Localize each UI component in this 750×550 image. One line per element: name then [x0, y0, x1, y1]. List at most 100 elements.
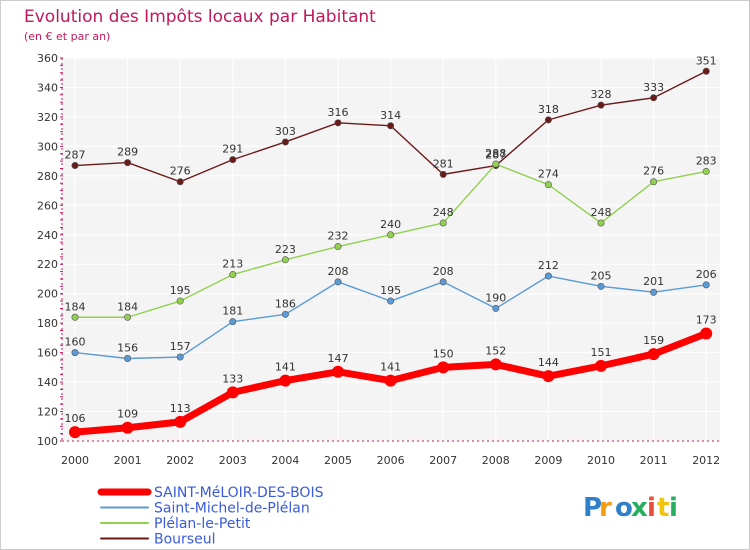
x-tick-label: 2008 — [482, 454, 510, 467]
legend-label: SAINT-MéLOIR-DES-BOIS — [154, 485, 324, 501]
y-tick-label: 160 — [37, 347, 58, 360]
data-label: 151 — [591, 346, 612, 359]
data-label: 213 — [222, 258, 243, 271]
logo-letter: x — [631, 493, 648, 523]
data-point — [387, 231, 395, 239]
data-point — [492, 304, 500, 312]
data-label: 141 — [275, 361, 296, 374]
data-point — [595, 359, 607, 372]
data-point — [439, 170, 447, 178]
data-label: 159 — [643, 334, 664, 347]
data-point — [229, 156, 237, 164]
x-tick-label: 2000 — [61, 454, 89, 467]
data-label: 314 — [380, 109, 401, 122]
legend-label: Plélan-le-Petit — [154, 516, 251, 532]
x-tick-label: 2003 — [219, 454, 247, 467]
x-tick-label: 2010 — [587, 454, 615, 467]
data-point — [387, 122, 395, 130]
y-tick-label: 180 — [37, 317, 58, 330]
data-label: 333 — [643, 81, 664, 94]
data-point — [437, 361, 450, 374]
data-label: 316 — [328, 106, 349, 119]
data-point — [71, 162, 79, 170]
data-label: 184 — [117, 300, 138, 313]
data-label: 147 — [328, 352, 349, 365]
y-tick-label: 240 — [37, 229, 58, 242]
data-label: 283 — [696, 154, 717, 167]
legend: SAINT-MéLOIR-DES-BOISSaint-Michel-de-Plé… — [97, 485, 324, 548]
data-label: 318 — [538, 103, 559, 116]
y-tick-label: 220 — [37, 258, 58, 271]
data-label: 186 — [275, 297, 296, 310]
data-point — [229, 318, 237, 326]
data-label: 206 — [696, 268, 717, 281]
data-point — [647, 348, 660, 361]
data-label: 232 — [328, 230, 349, 243]
chart-title: Evolution des Impôts locaux par Habitant — [24, 7, 376, 27]
x-tick-label: 2005 — [324, 454, 352, 467]
data-point — [597, 101, 605, 109]
data-label: 223 — [275, 243, 296, 256]
data-label: 133 — [222, 372, 243, 385]
data-label: 141 — [380, 361, 401, 374]
data-label: 208 — [328, 265, 349, 278]
data-point — [121, 421, 134, 434]
data-label: 288 — [485, 147, 506, 160]
y-tick-label: 140 — [37, 376, 58, 389]
data-label: 160 — [65, 336, 86, 349]
chart-subtitle: (en € et par an) — [24, 30, 110, 43]
data-label: 181 — [222, 305, 243, 318]
x-tick-label: 2011 — [640, 454, 668, 467]
x-tick-label: 2001 — [114, 454, 142, 467]
data-point — [176, 353, 184, 361]
data-point — [439, 278, 447, 286]
data-label: 212 — [538, 259, 559, 272]
data-point — [279, 374, 292, 387]
y-tick-label: 120 — [37, 406, 58, 419]
data-label: 328 — [591, 88, 612, 101]
legend-label: Bourseul — [154, 532, 215, 548]
data-point — [124, 313, 132, 321]
x-tick-label: 2012 — [692, 454, 720, 467]
data-point — [702, 281, 710, 289]
data-label: 287 — [65, 149, 86, 162]
data-point — [334, 278, 342, 286]
proxiti-logo: Pr ox i t i — [583, 493, 678, 523]
data-label: 173 — [696, 313, 717, 326]
data-point — [544, 181, 552, 189]
data-point — [176, 297, 184, 305]
data-point — [492, 160, 500, 168]
y-tick-label: 100 — [37, 435, 58, 448]
y-tick-label: 360 — [37, 52, 58, 65]
data-label: 150 — [433, 347, 454, 360]
data-point — [542, 370, 555, 383]
data-label: 184 — [65, 300, 86, 313]
data-point — [226, 386, 239, 399]
data-label: 109 — [117, 408, 138, 421]
data-point — [702, 167, 710, 175]
data-label: 195 — [380, 284, 401, 297]
data-label: 144 — [538, 356, 559, 369]
data-point — [597, 219, 605, 227]
data-point — [332, 365, 344, 378]
y-tick-label: 300 — [37, 140, 58, 153]
data-point — [176, 178, 184, 186]
data-label: 248 — [591, 206, 612, 219]
data-label: 195 — [170, 284, 191, 297]
y-tick-label: 340 — [37, 81, 58, 94]
data-label: 281 — [433, 157, 454, 170]
data-label: 351 — [696, 54, 717, 67]
data-point — [281, 256, 289, 264]
data-point — [702, 67, 710, 75]
data-label: 276 — [643, 165, 664, 178]
data-label: 291 — [222, 143, 243, 156]
x-tick-label: 2006 — [377, 454, 405, 467]
data-point — [71, 349, 79, 357]
data-label: 156 — [117, 342, 138, 355]
data-point — [650, 288, 658, 296]
data-point — [544, 116, 552, 124]
data-label: 205 — [591, 269, 612, 282]
data-label: 276 — [170, 165, 191, 178]
data-point — [650, 94, 658, 102]
